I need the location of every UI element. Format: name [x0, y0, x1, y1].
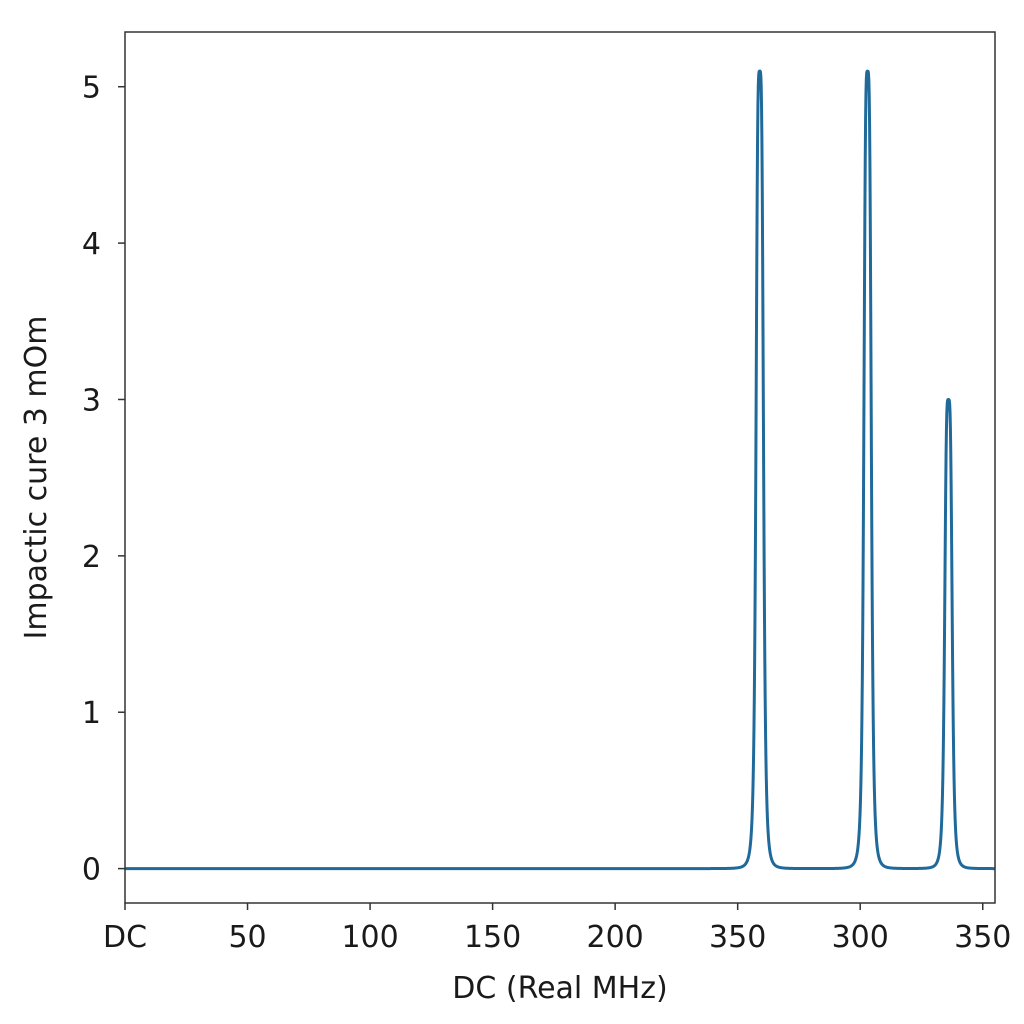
y-tick-label: 3 — [82, 383, 101, 418]
x-tick-label: 350 — [954, 920, 1011, 955]
y-tick-label: 1 — [82, 696, 101, 731]
y-axis: 0 1 2 3 4 5 — [82, 71, 125, 888]
plot-frame — [124, 31, 996, 904]
x-tick-label: DC — [103, 920, 147, 955]
y-tick-label: 4 — [82, 227, 101, 262]
plot-area — [125, 32, 995, 903]
x-tick-label: 200 — [587, 920, 644, 955]
y-tick-label: 0 — [82, 853, 101, 888]
x-tick-label: 100 — [341, 920, 398, 955]
y-tick-label: 5 — [82, 71, 101, 106]
x-tick-label: 300 — [832, 920, 889, 955]
y-axis-title: Impactic cure 3 mOm — [19, 316, 54, 640]
y-tick-label: 2 — [82, 540, 101, 575]
x-axis: DC 50 100 150 200 350 300 350 — [103, 903, 1011, 955]
x-tick-label: 350 — [709, 920, 766, 955]
x-tick-label: 150 — [464, 920, 521, 955]
x-axis-title: DC (Real MHz) — [452, 971, 667, 1006]
series-line — [123, 69, 997, 871]
x-tick-label: 50 — [228, 920, 266, 955]
